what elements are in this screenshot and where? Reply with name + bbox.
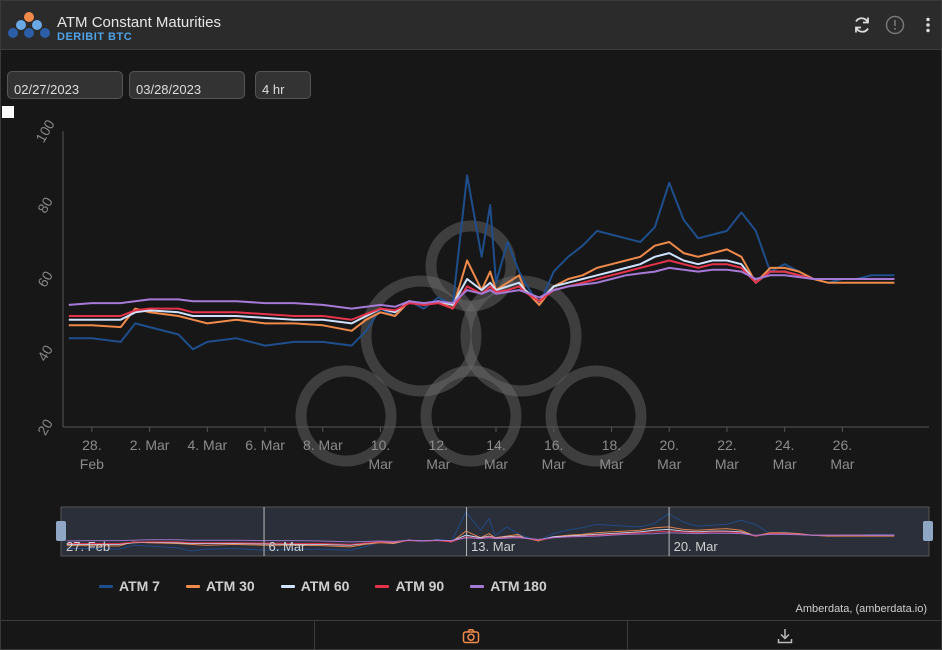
x-tick-label-line2: Mar bbox=[484, 456, 508, 472]
footer-cell-left bbox=[1, 621, 315, 650]
x-tick-label-line2: Mar bbox=[426, 456, 450, 472]
x-tick-label-line2: Feb bbox=[80, 456, 104, 472]
x-tick-label-line2: Mar bbox=[657, 456, 681, 472]
legend-item-atm180[interactable]: ATM 180 bbox=[470, 577, 547, 595]
legend-swatch-icon bbox=[99, 584, 113, 588]
y-tick-label: 40 bbox=[34, 342, 56, 364]
x-tick-label: 22. bbox=[717, 437, 736, 453]
legend-label: ATM 90 bbox=[395, 578, 445, 594]
x-tick-label: 24. bbox=[775, 437, 794, 453]
x-tick-label: 26. bbox=[833, 437, 852, 453]
volatility-line-chart: 20 40 60 80 100 28. Feb 2. Mar 4. Mar 6. Mar 8. M… bbox=[32, 117, 933, 557]
series-lines bbox=[68, 174, 895, 351]
x-tick-label-line2: Mar bbox=[542, 456, 566, 472]
x-tick-label: 28. bbox=[82, 437, 101, 453]
footer-cell-camera[interactable] bbox=[315, 621, 629, 650]
x-axis: 28. Feb 2. Mar 4. Mar 6. Mar 8. Mar 10. Mar 12. M… bbox=[63, 426, 929, 472]
legend-label: ATM 180 bbox=[490, 578, 547, 594]
legend-label: ATM 7 bbox=[119, 578, 160, 594]
more-options-icon[interactable] bbox=[918, 15, 938, 35]
y-tick-label: 100 bbox=[32, 117, 58, 145]
navigator-series bbox=[66, 511, 895, 552]
chart-credit[interactable]: Amberdata, (amberdata.io) bbox=[795, 603, 927, 615]
widget-title: ATM Constant Maturities bbox=[57, 14, 221, 31]
navigator-labels: 27. Feb 6. Mar 13. Mar 20. Mar bbox=[66, 507, 718, 556]
legend-label: ATM 60 bbox=[300, 578, 350, 594]
navigator-label: 20. Mar bbox=[674, 539, 719, 554]
x-tick-label: 18. bbox=[602, 437, 621, 453]
x-tick-label: 12. bbox=[429, 437, 448, 453]
x-tick-label: 8. Mar bbox=[303, 437, 343, 453]
end-date-input[interactable]: 03/28/2023 bbox=[129, 71, 245, 99]
legend-item-atm30[interactable]: ATM 30 bbox=[185, 577, 255, 595]
navigator-line-atm-7 bbox=[66, 511, 895, 552]
interval-select[interactable]: 4 hr bbox=[255, 71, 311, 99]
navigator-left-handle[interactable] bbox=[56, 521, 66, 541]
navigator-label: 13. Mar bbox=[471, 539, 516, 554]
navigator-right-handle[interactable] bbox=[923, 521, 933, 541]
x-tick-label: 14. bbox=[486, 437, 505, 453]
series-line-atm-30 bbox=[68, 241, 895, 332]
navigator-label: 6. Mar bbox=[269, 539, 307, 554]
x-tick-label: 10. bbox=[371, 437, 390, 453]
footer-cell-download[interactable] bbox=[628, 621, 941, 650]
x-tick-label: 20. bbox=[659, 437, 678, 453]
legend-label: ATM 30 bbox=[205, 578, 255, 594]
download-icon[interactable] bbox=[776, 627, 794, 645]
x-tick-label: 2. Mar bbox=[130, 437, 170, 453]
y-tick-label: 20 bbox=[34, 416, 56, 438]
camera-icon[interactable] bbox=[462, 627, 480, 645]
info-icon[interactable] bbox=[885, 15, 905, 35]
y-axis: 20 40 60 80 100 bbox=[32, 117, 64, 438]
navigator-label: 27. Feb bbox=[66, 539, 110, 554]
range-navigator[interactable]: 27. Feb 6. Mar 13. Mar 20. Mar bbox=[56, 506, 933, 557]
legend-swatch-icon bbox=[280, 584, 295, 588]
widget-header: ATM Constant Maturities DERIBIT BTC bbox=[1, 1, 941, 50]
x-tick-label-line2: Mar bbox=[715, 456, 739, 472]
legend-swatch-icon bbox=[375, 584, 390, 588]
legend-item-atm60[interactable]: ATM 60 bbox=[280, 577, 350, 595]
refresh-icon[interactable] bbox=[852, 15, 872, 35]
start-date-input[interactable]: 02/27/2023 bbox=[7, 71, 123, 99]
amberdata-logo-icon bbox=[8, 12, 50, 38]
y-tick-label: 80 bbox=[34, 194, 56, 216]
x-tick-label-line2: Mar bbox=[773, 456, 797, 472]
x-tick-label-line2: Mar bbox=[830, 456, 854, 472]
toggle-checkbox[interactable] bbox=[2, 106, 14, 118]
navigator-line-atm-180 bbox=[66, 532, 895, 543]
legend-item-atm90[interactable]: ATM 90 bbox=[375, 577, 444, 595]
legend-swatch-icon bbox=[185, 584, 200, 588]
x-tick-label-line2: Mar bbox=[368, 456, 392, 472]
legend-item-atm7[interactable]: ATM 7 bbox=[99, 577, 160, 595]
x-tick-label-line2: Mar bbox=[599, 456, 623, 472]
watermark-logo-icon bbox=[295, 220, 647, 467]
chart-legend: ATM 7 ATM 30 ATM 60 ATM 90 ATM 180 bbox=[99, 577, 547, 595]
x-tick-label: 6. Mar bbox=[245, 437, 285, 453]
y-tick-label: 60 bbox=[34, 268, 56, 290]
series-line-atm-7 bbox=[68, 174, 895, 351]
widget-footer bbox=[1, 620, 941, 650]
x-tick-label: 16. bbox=[544, 437, 563, 453]
x-tick-label: 4. Mar bbox=[187, 437, 227, 453]
legend-swatch-icon bbox=[470, 584, 485, 588]
widget-subtitle: DERIBIT BTC bbox=[57, 31, 133, 43]
series-line-atm-180 bbox=[68, 266, 895, 310]
